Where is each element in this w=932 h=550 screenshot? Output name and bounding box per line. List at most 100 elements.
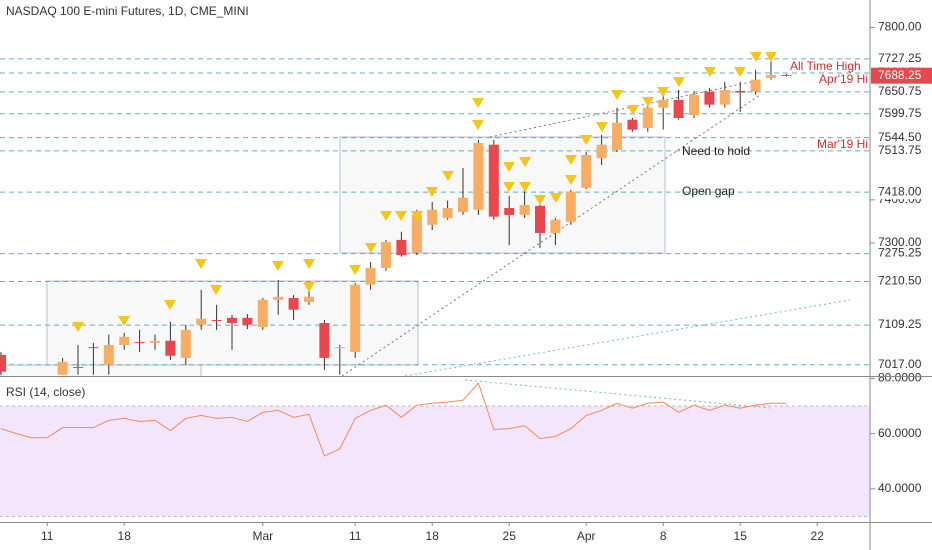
level-label-bg	[871, 274, 932, 289]
level-label-bg	[871, 143, 932, 158]
candle-body	[242, 317, 253, 325]
candle-body	[365, 267, 376, 285]
candle-body	[304, 296, 314, 302]
signal-marker	[565, 155, 577, 165]
signal-marker	[704, 67, 716, 77]
candle-body	[334, 347, 345, 349]
level-label: 7599.75	[878, 106, 922, 120]
signal-marker	[765, 52, 777, 62]
level-label: 7513.75	[878, 143, 922, 157]
candle-body	[211, 320, 222, 322]
x-tick-label: 18	[426, 529, 440, 543]
trend-line	[404, 299, 851, 376]
signal-marker	[195, 259, 207, 269]
axes: 7800.007400.007300.007727.257694.507650.…	[41, 20, 932, 543]
trend-line	[489, 79, 761, 138]
signal-marker	[519, 182, 531, 192]
x-tick-label: 11	[41, 529, 54, 543]
level-label-bg	[871, 357, 932, 372]
y-tick-label: 80.0000	[878, 371, 922, 385]
signal-marker	[118, 316, 130, 326]
x-tick-label: Mar	[252, 529, 273, 543]
candle-body	[257, 299, 268, 327]
rsi-line	[0, 382, 787, 457]
signal-marker	[503, 162, 515, 172]
signal-marker	[210, 285, 222, 295]
candle-body	[581, 155, 592, 188]
signal-marker	[365, 243, 377, 253]
candle-body	[565, 191, 576, 222]
level-label: 7544.50	[878, 130, 922, 144]
signal-marker	[734, 67, 746, 77]
candle-body	[150, 341, 160, 343]
candle-body	[227, 317, 237, 324]
y-tick-label: 60.0000	[878, 426, 922, 440]
y-tick-label: 40.0000	[878, 481, 922, 495]
level-label: 7727.25	[878, 51, 922, 65]
candle-body	[504, 208, 515, 215]
candle-body	[488, 144, 499, 217]
annotation: Mar'19 Hi	[817, 137, 868, 151]
y-tick-label: 7800.00	[878, 20, 922, 34]
signal-marker	[442, 171, 454, 181]
rsi-pane	[0, 379, 870, 517]
candle-body	[781, 74, 792, 76]
signal-marker	[72, 322, 84, 332]
signal-marker	[565, 175, 577, 185]
candle-body	[735, 90, 746, 93]
candle-body	[612, 122, 622, 150]
y-tick-label: 7300.00	[878, 235, 922, 249]
signal-marker	[750, 52, 762, 62]
annotation: All Time High	[790, 59, 861, 73]
candle-body	[319, 323, 330, 358]
signal-marker	[673, 77, 685, 87]
rsi-title: RSI (14, close)	[6, 385, 85, 399]
candle-body	[427, 209, 438, 225]
candle-body	[627, 119, 638, 130]
signal-marker	[519, 157, 531, 167]
x-tick-label: 18	[118, 529, 132, 543]
signal-marker	[534, 195, 546, 205]
candle-body	[350, 284, 361, 352]
candle-body	[119, 336, 130, 345]
x-tick-label: 15	[734, 529, 748, 543]
price-pane	[0, 52, 870, 376]
signal-marker	[380, 211, 392, 221]
signal-marker	[426, 187, 438, 197]
candle-body	[88, 347, 99, 349]
annotation: Apr'19 Hi	[819, 72, 868, 86]
candle-body	[288, 298, 299, 310]
candle-body	[165, 340, 176, 356]
candle-body	[766, 74, 776, 78]
level-label: 7650.75	[878, 84, 922, 98]
level-label-bg	[871, 84, 932, 99]
candle-body	[57, 361, 68, 375]
rsi-band	[0, 406, 870, 517]
signal-marker	[550, 193, 562, 203]
candle-body	[689, 94, 699, 115]
candle-body	[103, 344, 114, 365]
candle-body	[642, 107, 653, 128]
candle-body	[596, 144, 607, 159]
candle-body	[719, 90, 730, 105]
signal-marker	[596, 122, 608, 132]
chart-title: NASDAQ 100 E-mini Futures, 1D, CME_MINI	[6, 4, 249, 18]
x-tick-label: 25	[503, 529, 517, 543]
candle-body	[0, 354, 6, 372]
candle-body	[473, 142, 484, 210]
level-label-bg	[871, 130, 932, 145]
level-label-bg	[871, 106, 932, 121]
candle-body	[196, 318, 207, 325]
candle-body	[550, 219, 561, 234]
signal-marker	[611, 90, 623, 100]
trend-line	[341, 94, 761, 376]
signal-marker	[303, 282, 315, 292]
candle-body	[458, 197, 468, 212]
candle-body	[704, 91, 715, 105]
level-label-bg	[871, 185, 932, 200]
level-label: 7275.25	[878, 246, 922, 260]
signal-marker	[580, 135, 592, 145]
range-box	[339, 136, 666, 254]
x-tick-label: 22	[811, 529, 825, 543]
